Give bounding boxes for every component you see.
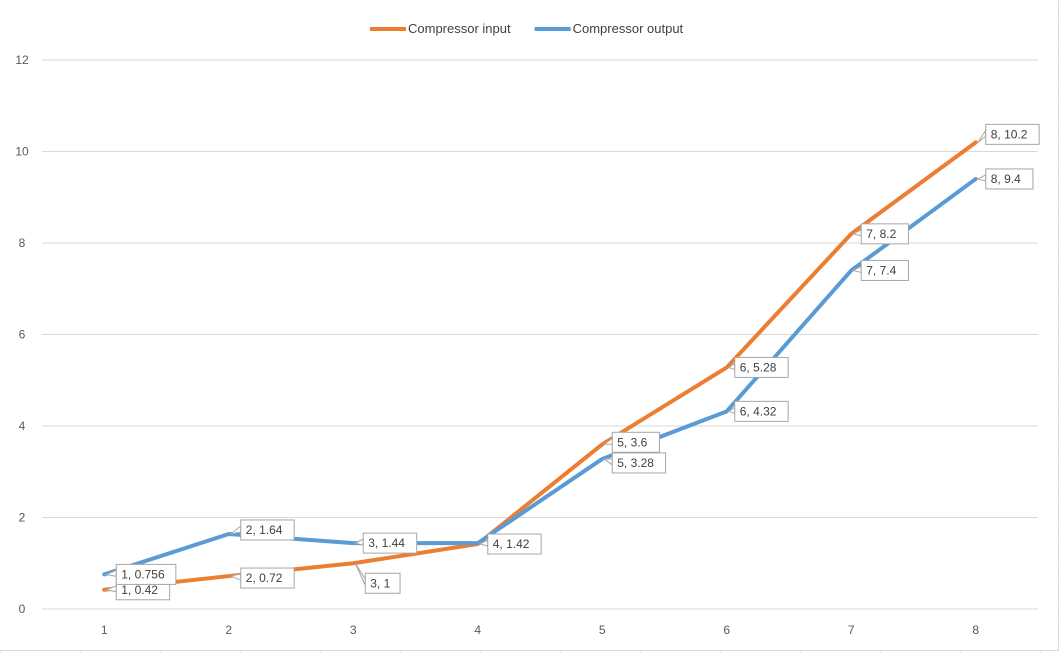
data-label-box [115, 563, 177, 585]
data-label-box [611, 431, 660, 453]
data-label-text: 2, 0.72 [246, 571, 283, 585]
data-label-pointer [977, 128, 987, 143]
series-line-compressor-input[interactable] [102, 140, 978, 592]
x-tick-label: 6 [723, 623, 730, 637]
data-label: 6, 4.32 [727, 400, 789, 422]
legend-item[interactable]: Compressor input [370, 21, 511, 36]
data-label-box [240, 567, 295, 589]
data-label-text: 6, 4.32 [740, 404, 777, 418]
data-label-box [611, 452, 667, 474]
data-label-box [985, 168, 1034, 190]
x-tick-label: 1 [101, 623, 108, 637]
data-label-text: 3, 1 [370, 576, 390, 590]
y-tick-label: 10 [15, 145, 29, 159]
y-tick-label: 12 [15, 53, 29, 67]
legend-label: Compressor input [408, 21, 511, 36]
legend-label: Compressor output [573, 21, 684, 36]
data-label: 8, 9.4 [976, 168, 1034, 190]
data-label: 7, 8.2 [851, 223, 909, 245]
x-tick-label: 8 [972, 623, 979, 637]
data-label: 2, 0.72 [229, 567, 295, 589]
data-label-text: 6, 5.28 [740, 360, 777, 374]
data-label: 4, 1.42 [478, 533, 542, 555]
data-label-pointer [602, 458, 613, 466]
data-label-text: 1, 0.756 [121, 567, 165, 581]
y-tick-label: 6 [19, 328, 26, 342]
data-label: 3, 1.44 [353, 532, 418, 554]
data-label-box [985, 123, 1040, 145]
y-tick-label: 0 [19, 602, 26, 616]
data-label-pointer [354, 562, 366, 586]
data-label-box [860, 259, 909, 281]
data-label-text: 8, 9.4 [991, 172, 1021, 186]
data-label-text: 5, 3.6 [617, 435, 647, 449]
data-label-text: 4, 1.42 [493, 537, 530, 551]
data-label-text: 1, 0.42 [121, 583, 158, 597]
data-label: 5, 3.6 [602, 431, 660, 453]
y-tick-label: 4 [19, 419, 26, 433]
x-tick-label: 5 [599, 623, 606, 637]
data-label-box [487, 533, 542, 555]
x-tick-label: 2 [225, 623, 232, 637]
data-label: 5, 3.28 [602, 452, 667, 474]
data-label-pointer [976, 174, 987, 182]
data-label-text: 5, 3.28 [617, 456, 654, 470]
data-label-box [734, 400, 789, 422]
data-label: 7, 7.4 [851, 259, 909, 281]
data-label-box [734, 356, 789, 378]
data-label-text: 3, 1.44 [368, 536, 405, 550]
data-label-box [240, 519, 295, 541]
data-label-box [860, 223, 909, 245]
y-tick-label: 2 [19, 511, 26, 525]
data-label-text: 2, 1.64 [246, 523, 283, 537]
x-tick-label: 7 [848, 623, 855, 637]
data-label-pointer [230, 524, 242, 535]
data-label: 8, 10.2 [977, 123, 1040, 145]
data-label-text: 8, 10.2 [991, 127, 1028, 141]
data-label: 6, 5.28 [727, 356, 789, 378]
y-tick-label: 8 [19, 236, 26, 250]
x-tick-label: 3 [350, 623, 357, 637]
data-label-text: 7, 8.2 [866, 227, 896, 241]
data-label: 1, 0.756 [104, 563, 177, 585]
data-label-text: 7, 7.4 [866, 263, 896, 277]
x-tick-label: 4 [474, 623, 481, 637]
legend-item[interactable]: Compressor output [534, 21, 684, 36]
data-label: 2, 1.64 [230, 519, 295, 541]
data-label-box [362, 532, 418, 554]
data-label: 3, 1 [354, 562, 401, 594]
data-label-box [364, 572, 401, 594]
